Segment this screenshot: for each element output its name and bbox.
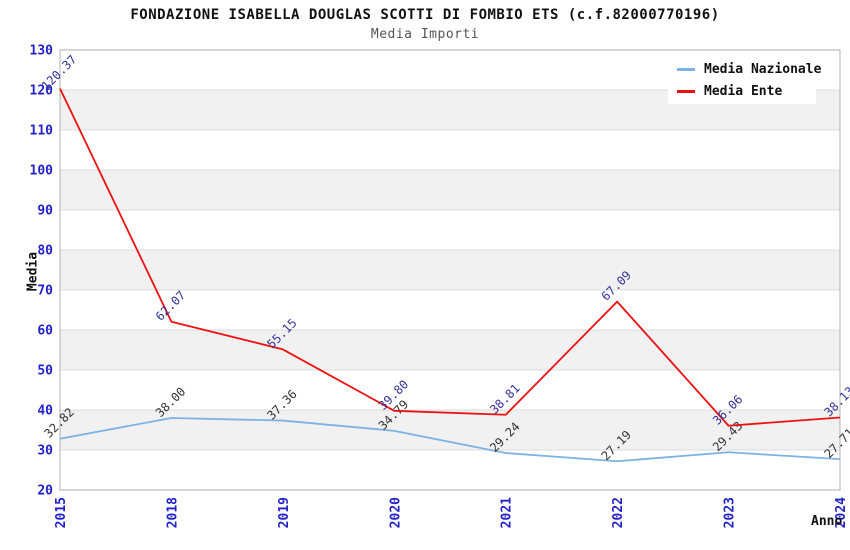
legend-item-media-ente: Media Ente: [677, 82, 816, 100]
plot-band: [60, 410, 840, 450]
legend-swatch-media-nazionale-icon: [677, 68, 695, 72]
legend-label-media-ente: Media Ente: [704, 83, 783, 99]
plot-frame: [59, 49, 841, 491]
chart-subtitle: Media Importi: [370, 27, 480, 42]
y-tick-label: 130: [30, 44, 54, 59]
series-line-media-ente: [59, 88, 841, 427]
x-tick-label: 2023: [723, 497, 738, 528]
x-axis-title: Anno: [811, 514, 843, 529]
x-tick-label: 2022: [611, 497, 626, 528]
y-axis-title: Media: [25, 251, 41, 292]
plot-band: [60, 250, 840, 290]
x-tick-label: 2021: [500, 497, 515, 528]
y-tick-label: 40: [37, 404, 53, 419]
x-tick-label: 2019: [277, 497, 292, 528]
plot-band: [60, 330, 840, 370]
x-tick-label: 2020: [388, 497, 403, 528]
x-tick-label: 2024: [834, 497, 849, 528]
data-label: 38.13: [821, 384, 850, 419]
y-tick-label: 100: [30, 164, 54, 179]
chart-title: FONDAZIONE ISABELLA DOUGLAS SCOTTI DI FO…: [130, 7, 720, 23]
y-tick-label: 30: [37, 444, 53, 459]
y-tick-label: 120: [30, 84, 54, 99]
y-tick-label: 110: [30, 124, 54, 139]
legend-item-media-nazionale: Media Nazionale: [677, 61, 821, 79]
x-tick-label: 2018: [165, 497, 180, 528]
y-tick-label: 20: [37, 484, 53, 499]
legend-swatch-media-ente-icon: [677, 89, 695, 93]
legend: Media Nazionale Media Ente: [668, 57, 821, 104]
y-tick-label: 90: [37, 204, 53, 219]
x-tick-label: 2015: [54, 497, 69, 528]
y-tick-label: 50: [37, 364, 53, 379]
legend-label-media-nazionale: Media Nazionale: [704, 62, 822, 78]
y-tick-label: 70: [37, 284, 53, 299]
plot-band: [60, 170, 840, 210]
y-tick-label: 60: [37, 324, 53, 339]
series-line-media-nazionale: [59, 417, 841, 463]
y-tick-label: 80: [37, 244, 53, 259]
